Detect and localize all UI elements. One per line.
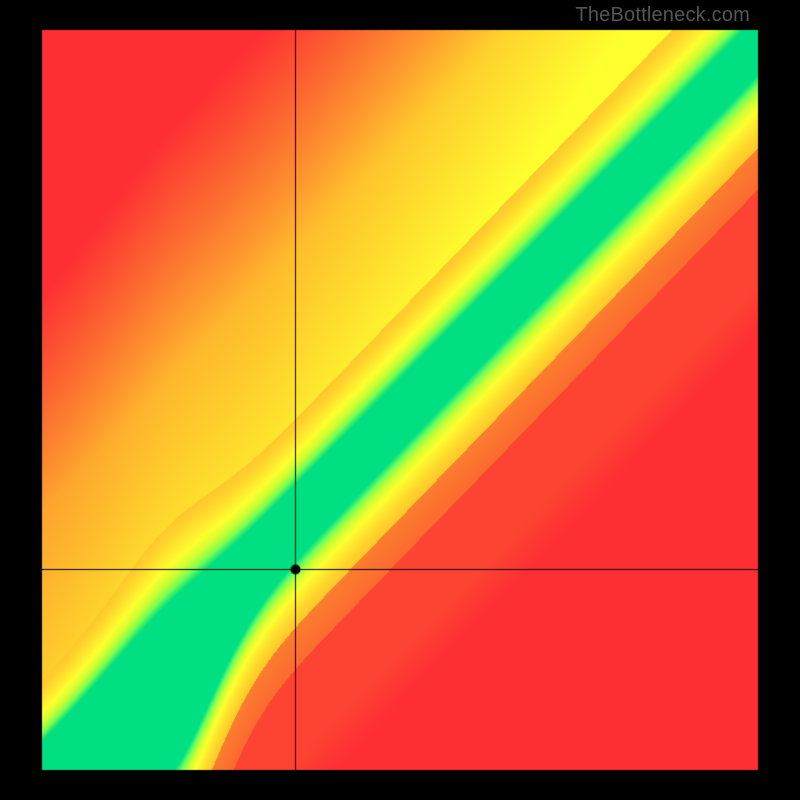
chart-container: TheBottleneck.com [0,0,800,800]
watermark-text: TheBottleneck.com [575,4,750,27]
bottleneck-heatmap [0,0,800,800]
